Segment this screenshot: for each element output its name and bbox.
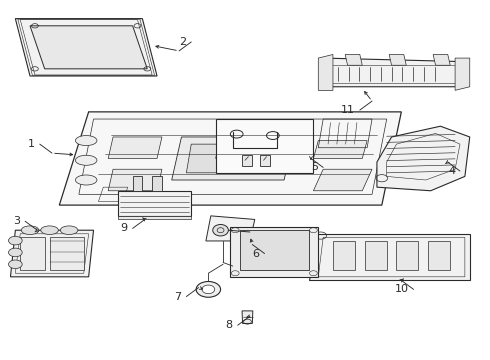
Polygon shape — [396, 241, 418, 270]
Polygon shape — [314, 140, 367, 158]
Text: 10: 10 — [394, 284, 409, 294]
Ellipse shape — [75, 155, 97, 165]
Polygon shape — [10, 230, 94, 277]
Ellipse shape — [75, 175, 97, 185]
Polygon shape — [30, 26, 147, 69]
Text: 11: 11 — [341, 105, 355, 115]
Polygon shape — [260, 155, 270, 166]
Polygon shape — [172, 137, 294, 180]
Ellipse shape — [8, 260, 22, 269]
Polygon shape — [389, 54, 406, 65]
Polygon shape — [455, 58, 470, 90]
Polygon shape — [314, 169, 372, 191]
Text: 5: 5 — [311, 162, 318, 172]
Polygon shape — [118, 216, 191, 220]
Ellipse shape — [21, 226, 39, 234]
Polygon shape — [428, 241, 450, 270]
Polygon shape — [318, 54, 333, 90]
Polygon shape — [433, 54, 450, 65]
Polygon shape — [206, 216, 255, 241]
Ellipse shape — [213, 225, 228, 236]
Ellipse shape — [196, 282, 220, 297]
Ellipse shape — [8, 236, 22, 245]
Ellipse shape — [41, 226, 58, 234]
Polygon shape — [365, 241, 387, 270]
Polygon shape — [240, 230, 309, 270]
Text: 8: 8 — [226, 320, 233, 330]
Ellipse shape — [75, 135, 97, 145]
Text: 1: 1 — [28, 139, 35, 149]
Polygon shape — [15, 19, 157, 76]
Polygon shape — [309, 234, 470, 280]
Text: 3: 3 — [13, 216, 20, 226]
Polygon shape — [242, 311, 253, 323]
Polygon shape — [133, 176, 143, 191]
Text: 6: 6 — [253, 248, 260, 258]
Polygon shape — [152, 176, 162, 191]
Text: 4: 4 — [448, 166, 455, 176]
Polygon shape — [333, 241, 355, 270]
Polygon shape — [108, 137, 162, 158]
Polygon shape — [377, 126, 470, 191]
Polygon shape — [118, 191, 191, 216]
Text: 2: 2 — [179, 37, 186, 47]
Polygon shape — [49, 237, 84, 270]
Ellipse shape — [8, 248, 22, 257]
Polygon shape — [108, 169, 162, 191]
Ellipse shape — [60, 226, 78, 234]
Polygon shape — [20, 237, 45, 270]
Text: 9: 9 — [121, 224, 128, 233]
Text: 7: 7 — [174, 292, 181, 302]
Ellipse shape — [202, 285, 215, 294]
Polygon shape — [242, 155, 252, 166]
Polygon shape — [186, 144, 279, 173]
Polygon shape — [345, 54, 362, 65]
Polygon shape — [59, 112, 401, 205]
Polygon shape — [230, 226, 318, 277]
Polygon shape — [323, 58, 465, 87]
Bar — [216, 119, 314, 173]
Polygon shape — [216, 134, 270, 158]
